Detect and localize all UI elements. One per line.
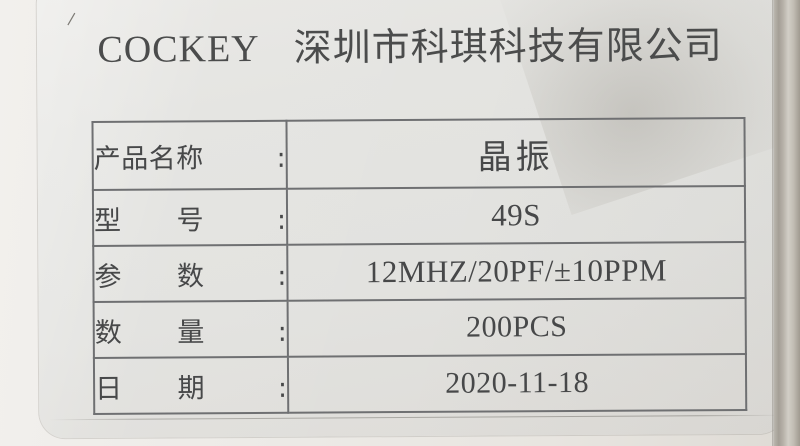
label-text: 日 期 bbox=[95, 372, 206, 405]
row-value-product-name: 晶振 bbox=[286, 117, 745, 189]
row-value-date: 2020-11-18 bbox=[287, 353, 747, 413]
row-label-date: 日 期: bbox=[93, 356, 289, 414]
table-row: 型 号: 49S bbox=[92, 185, 746, 246]
company-name: 深圳市科琪科技有限公司 bbox=[293, 23, 723, 70]
label-colon: : bbox=[276, 142, 286, 174]
table-row: 参 数: 12MHZ/20PF/±10PPM bbox=[93, 241, 746, 302]
label-text: 数 量 bbox=[94, 316, 205, 349]
table-row: 日 期: 2020-11-18 bbox=[93, 353, 747, 414]
table-row: 产品名称: 晶振 bbox=[92, 117, 745, 190]
label-text: 产品名称 bbox=[93, 142, 204, 175]
scratch-mark-icon bbox=[67, 12, 76, 26]
table-row: 数 量: 200PCS bbox=[93, 297, 746, 358]
product-label-sticker: COCKEY 深圳市科琪科技有限公司 产品名称: 晶振 型 号: bbox=[36, 0, 786, 439]
label-text: 参 数 bbox=[94, 260, 205, 293]
row-label-parameters: 参 数: bbox=[93, 244, 288, 302]
specification-table: 产品名称: 晶振 型 号: 49S 参 bbox=[91, 117, 747, 415]
label-colon: : bbox=[277, 260, 287, 292]
label-colon: : bbox=[277, 316, 287, 348]
row-label-model: 型 号: bbox=[92, 188, 288, 246]
label-text: 型 号 bbox=[93, 204, 205, 237]
label-header: COCKEY 深圳市科琪科技有限公司 bbox=[37, 23, 783, 71]
row-label-product-name: 产品名称: bbox=[92, 120, 287, 190]
label-roll-right-band bbox=[774, 0, 800, 446]
row-value-parameters: 12MHZ/20PF/±10PPM bbox=[287, 241, 746, 301]
row-label-quantity: 数 量: bbox=[93, 300, 288, 358]
label-bottom-edge-line bbox=[49, 414, 786, 421]
brand-name: COCKEY bbox=[97, 27, 260, 71]
label-colon: : bbox=[277, 372, 288, 404]
row-value-model: 49S bbox=[286, 185, 746, 245]
label-colon: : bbox=[276, 204, 287, 236]
row-value-quantity: 200PCS bbox=[287, 297, 746, 357]
